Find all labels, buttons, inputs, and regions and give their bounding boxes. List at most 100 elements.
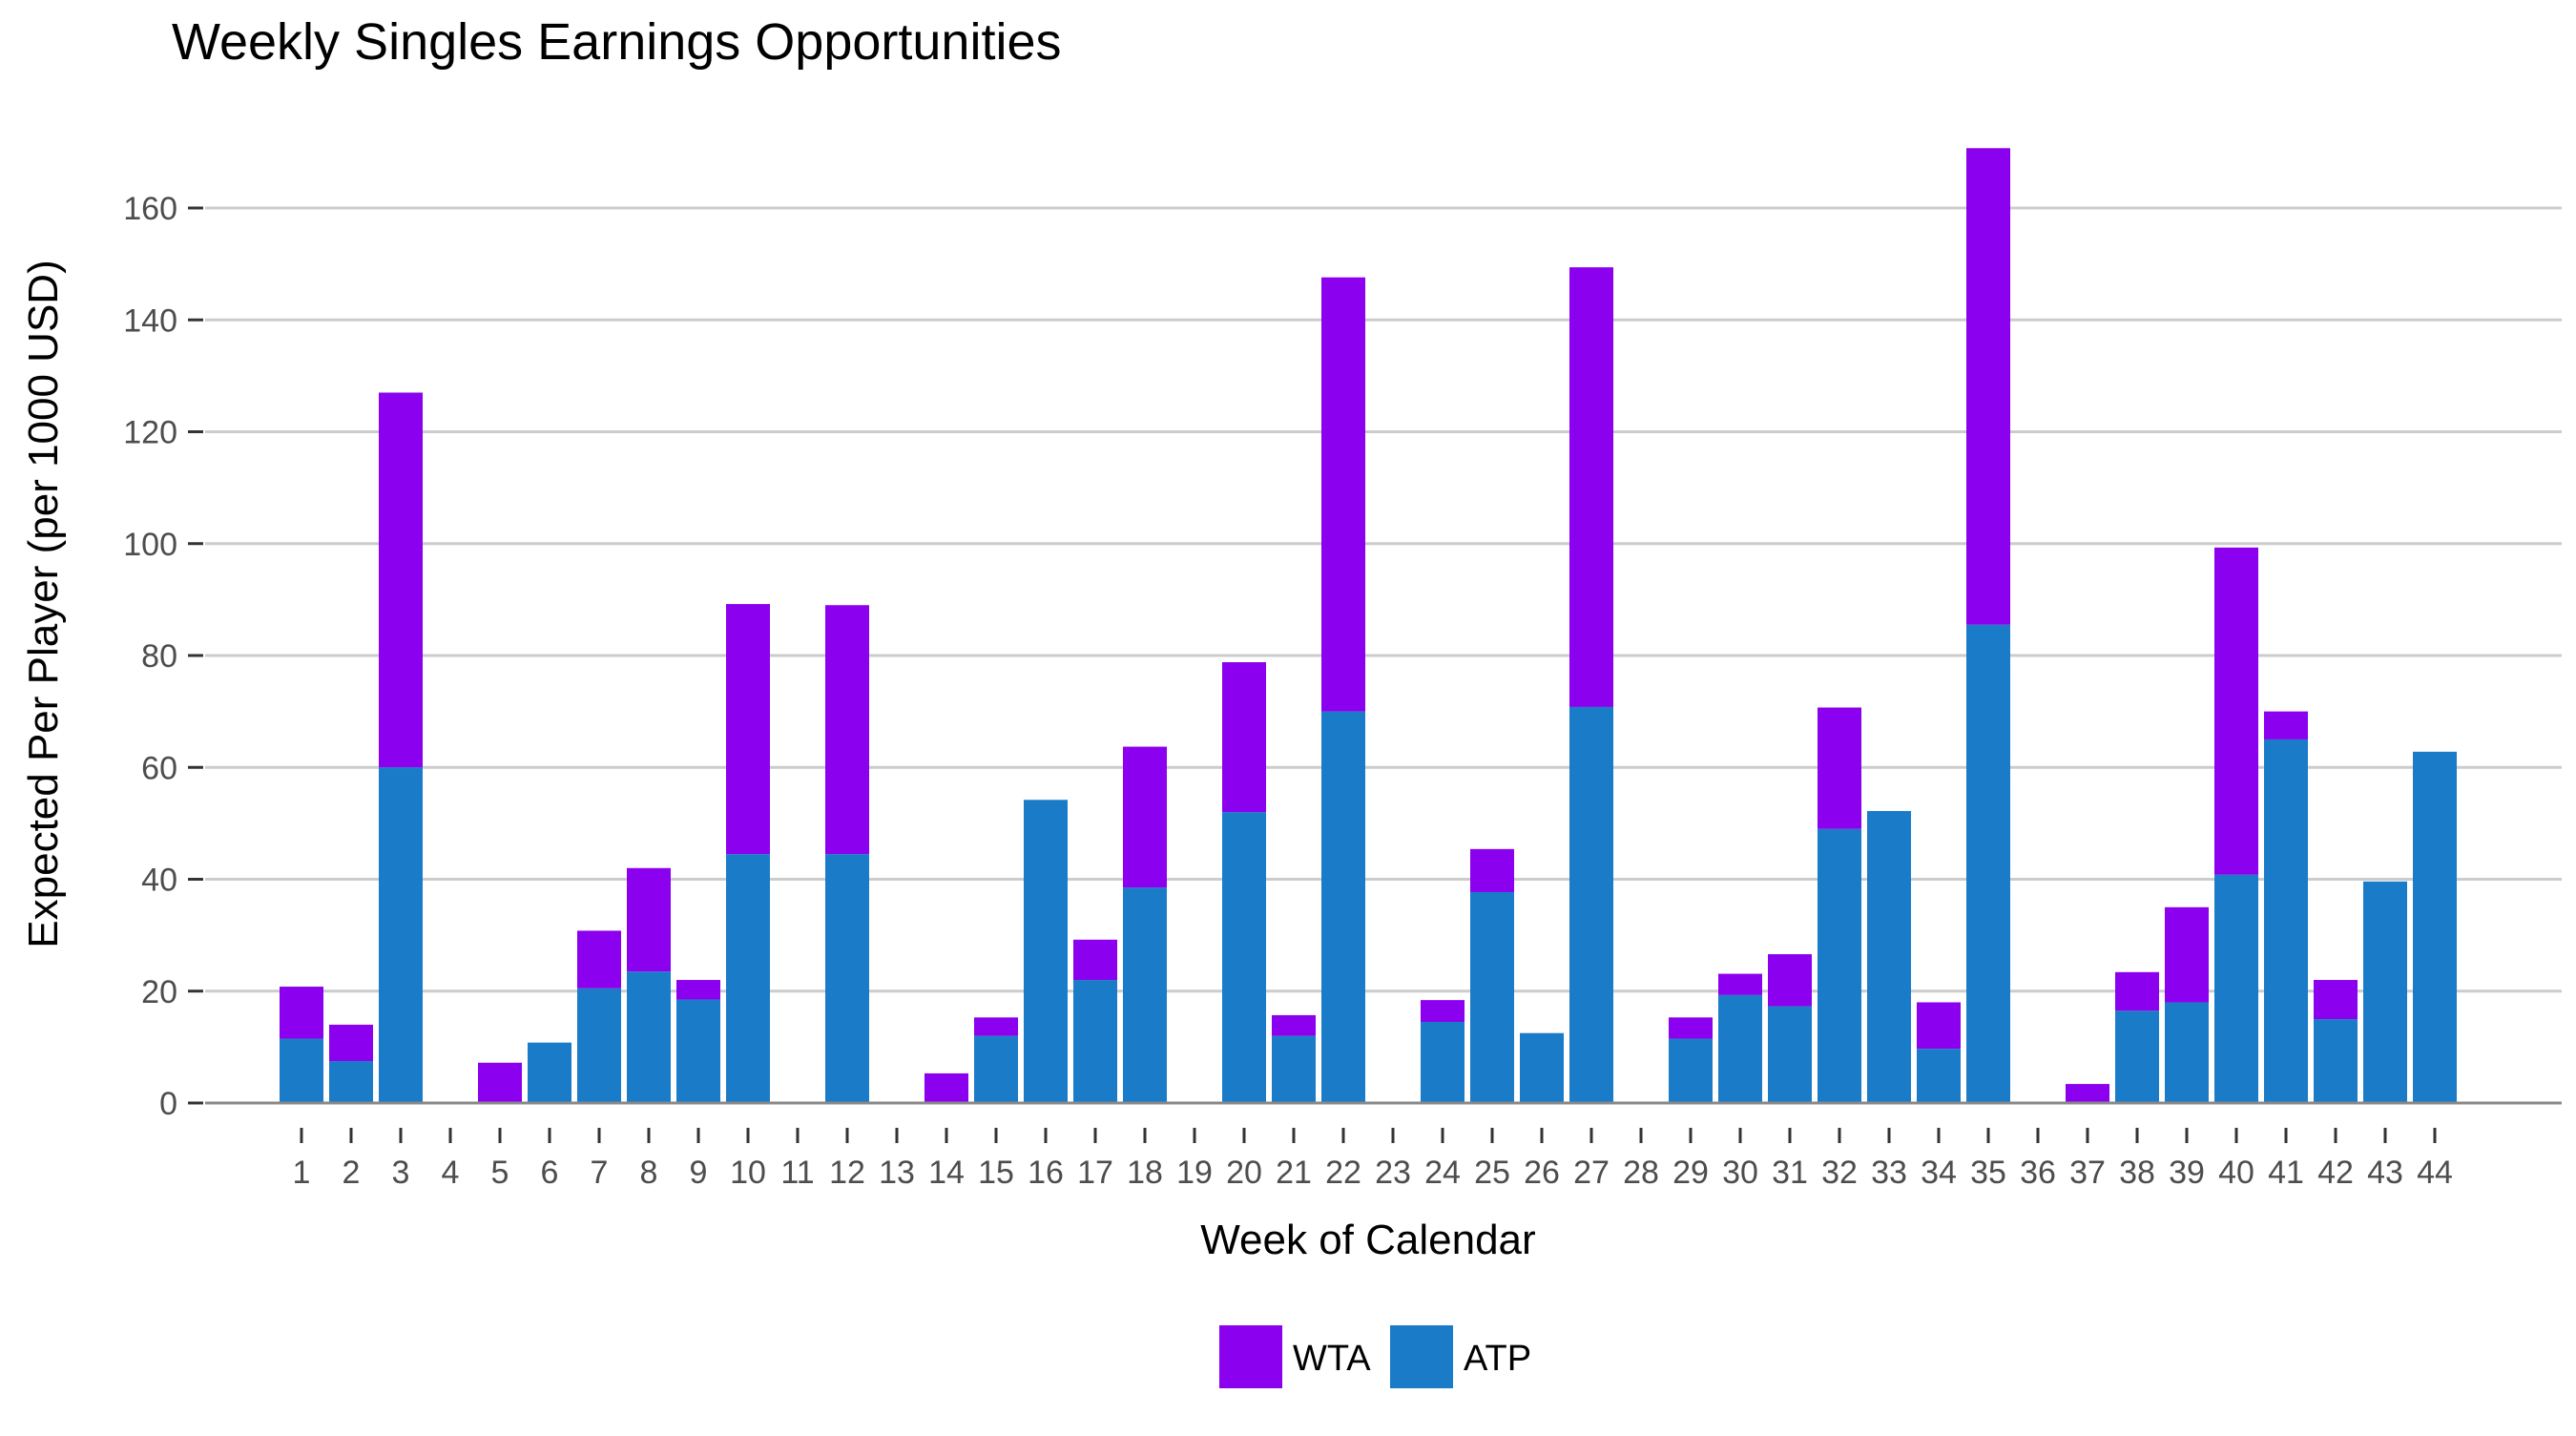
bar-wta-week-40 [2214, 547, 2258, 875]
x-tick-label: 27 [1573, 1155, 1610, 1191]
bar-atp-week-8 [627, 971, 671, 1103]
x-tick-label: 21 [1276, 1155, 1312, 1191]
bar-wta-week-21 [1272, 1014, 1316, 1036]
x-tick-label: 32 [1821, 1155, 1858, 1191]
x-tick-label: 43 [2367, 1155, 2403, 1191]
bar-wta-week-30 [1718, 973, 1762, 995]
y-tick-label: 120 [123, 415, 177, 451]
y-tick-label: 80 [141, 638, 177, 675]
y-tick-label: 0 [159, 1086, 177, 1122]
x-tick-label: 16 [1028, 1155, 1064, 1191]
bar-wta-week-34 [1917, 1002, 1961, 1050]
bar-atp-week-44 [2413, 751, 2457, 1103]
x-tick-label: 37 [2069, 1155, 2106, 1191]
bar-atp-week-31 [1768, 1006, 1812, 1103]
bar-atp-week-22 [1321, 711, 1365, 1103]
x-tick-label: 40 [2218, 1155, 2254, 1191]
bar-wta-week-32 [1818, 707, 1861, 829]
bar-wta-week-12 [825, 605, 869, 855]
bar-wta-week-42 [2314, 980, 2358, 1020]
bar-atp-week-18 [1123, 887, 1167, 1103]
bar-wta-week-9 [676, 980, 720, 1000]
legend-label-atp: ATP [1464, 1339, 1531, 1379]
y-axis-ticks: 0 20 40 60 80 100 120 140 160 [123, 191, 203, 1122]
x-tick-label: 10 [730, 1155, 766, 1191]
x-tick-label: 35 [1970, 1155, 2006, 1191]
x-tick-label: 25 [1474, 1155, 1510, 1191]
legend-swatch-atp [1390, 1325, 1453, 1388]
x-tick-label: 2 [343, 1155, 361, 1191]
x-tick-label: 29 [1672, 1155, 1709, 1191]
x-tick-label: 36 [2020, 1155, 2056, 1191]
bar-atp-week-1 [280, 1038, 323, 1103]
bar-wta-week-39 [2165, 906, 2209, 1003]
bar-wta-week-41 [2264, 711, 2308, 739]
x-tick-label: 42 [2317, 1155, 2354, 1191]
x-tick-label: 31 [1772, 1155, 1808, 1191]
x-tick-label: 38 [2119, 1155, 2155, 1191]
y-tick-label: 100 [123, 527, 177, 563]
bar-atp-week-26 [1520, 1032, 1564, 1103]
bar-atp-week-16 [1024, 800, 1068, 1103]
bar-wta-week-14 [924, 1072, 968, 1103]
bar-atp-week-29 [1669, 1038, 1713, 1103]
bar-wta-week-18 [1123, 746, 1167, 888]
bar-atp-week-24 [1421, 1021, 1465, 1103]
y-tick-label: 140 [123, 302, 177, 339]
bar-atp-week-35 [1966, 624, 2010, 1103]
gridlines [205, 206, 2562, 993]
bar-atp-week-15 [974, 1035, 1018, 1103]
legend-swatch-wta [1219, 1325, 1282, 1388]
x-tick-label: 23 [1375, 1155, 1411, 1191]
bar-atp-week-6 [528, 1042, 571, 1103]
bar-atp-week-7 [577, 988, 621, 1103]
bar-wta-week-38 [2115, 971, 2159, 1011]
x-tick-label: 17 [1077, 1155, 1113, 1191]
bar-atp-week-30 [1718, 994, 1762, 1103]
x-tick-label: 20 [1226, 1155, 1262, 1191]
bar-atp-week-25 [1470, 891, 1514, 1103]
bar-atp-week-20 [1222, 812, 1266, 1103]
x-axis-ticks: 1 2 3 4 5 6 7 8 9 10 11 12 13 14 15 16 17 18 19 20 21 22 23 24 2… [293, 1128, 2453, 1191]
bars [280, 148, 2457, 1103]
bar-wta-week-20 [1222, 662, 1266, 813]
x-tick-label: 1 [293, 1155, 311, 1191]
bar-wta-week-10 [726, 604, 770, 855]
bar-wta-week-25 [1470, 848, 1514, 892]
x-tick-label: 24 [1424, 1155, 1461, 1191]
bar-wta-week-37 [2066, 1084, 2109, 1103]
bar-wta-week-7 [577, 930, 621, 989]
bar-wta-week-8 [627, 867, 671, 972]
x-tick-label: 39 [2169, 1155, 2205, 1191]
x-tick-label: 28 [1623, 1155, 1659, 1191]
chart-title: Weekly Singles Earnings Opportunities [172, 13, 1061, 71]
y-tick-label: 60 [141, 750, 177, 786]
x-tick-label: 12 [829, 1155, 865, 1191]
bar-atp-week-33 [1867, 810, 1911, 1103]
x-tick-label: 18 [1127, 1155, 1163, 1191]
x-axis-title: Week of Calendar [1200, 1217, 1535, 1263]
x-tick-label: 15 [978, 1155, 1014, 1191]
bar-wta-week-24 [1421, 1000, 1465, 1022]
bar-wta-week-17 [1073, 939, 1117, 981]
x-tick-label: 4 [442, 1155, 460, 1191]
bar-atp-week-39 [2165, 1002, 2209, 1103]
bar-atp-week-21 [1272, 1035, 1316, 1103]
y-tick-label: 40 [141, 863, 177, 899]
y-tick-label: 160 [123, 191, 177, 227]
bar-atp-week-17 [1073, 980, 1117, 1103]
bar-wta-week-35 [1966, 148, 2010, 625]
bar-wta-week-1 [280, 987, 323, 1039]
x-tick-label: 8 [640, 1155, 658, 1191]
bar-atp-week-40 [2214, 874, 2258, 1103]
x-tick-label: 41 [2268, 1155, 2304, 1191]
bar-wta-week-27 [1569, 267, 1613, 707]
x-tick-label: 33 [1871, 1155, 1907, 1191]
bar-wta-week-5 [478, 1062, 522, 1103]
bar-atp-week-41 [2264, 739, 2308, 1103]
bar-atp-week-2 [329, 1061, 373, 1103]
y-axis-title: Expected Per Player (per 1000 USD) [20, 260, 67, 947]
bar-wta-week-29 [1669, 1017, 1713, 1039]
